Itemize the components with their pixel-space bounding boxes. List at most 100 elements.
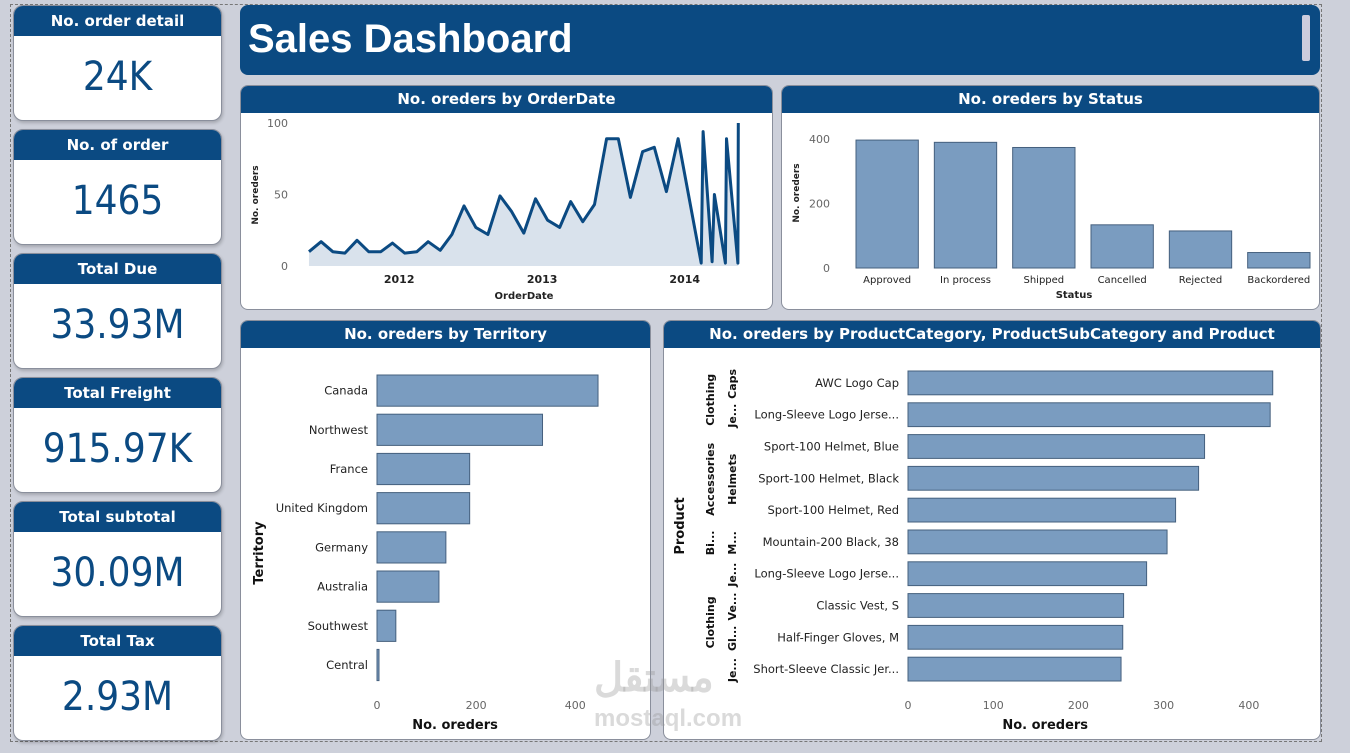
kpi-value: 2.93M (61, 674, 174, 720)
kpi-card: No. order detail 24K (13, 5, 222, 121)
y-axis-title: Product (673, 497, 688, 554)
category-label: Australia (317, 580, 368, 594)
bar (376, 531, 447, 564)
x-axis-title: No. oreders (1002, 718, 1088, 733)
orders-by-status-chart[interactable]: No. oreders by Status 0 200 400 Approved In … (781, 85, 1320, 310)
bar (907, 497, 1177, 523)
category-label: Mountain-200 Black, 38 (763, 535, 899, 549)
category-label: Short-Sleeve Classic Jer... (753, 662, 899, 676)
kpi-card: No. of order 1465 (13, 129, 222, 245)
kpi-value: 33.93M (50, 302, 185, 348)
category-label: Sport-100 Helmet, Red (768, 503, 900, 517)
chart-title: No. oreders by Status (782, 86, 1319, 113)
bar (376, 609, 397, 642)
category-label: United Kingdom (276, 501, 368, 515)
group-label: Je... (726, 658, 739, 683)
category-label: France (330, 462, 368, 476)
category-label: Long-Sleeve Logo Jerse... (754, 567, 899, 581)
kpi-value: 915.97K (42, 426, 193, 472)
kpi-label: Total Tax (14, 626, 221, 656)
kpi-card: Total Freight 915.97K (13, 377, 222, 493)
group-label: Je... (726, 404, 739, 429)
x-tick-label: Rejected (1179, 275, 1223, 286)
orders-by-date-chart[interactable]: No. oreders by OrderDate 0 50 100 2012 2013 2… (240, 85, 773, 310)
group-label: Gl... (726, 626, 739, 651)
bar (376, 492, 471, 525)
bar (907, 370, 1274, 396)
category-label: AWC Logo Cap (815, 376, 899, 390)
category-label: Germany (315, 540, 368, 554)
x-axis-title: Status (1056, 290, 1093, 301)
watermark-logo: مستقل (594, 656, 714, 700)
y-axis-title: No. oreders (251, 165, 261, 224)
group-label: Ve... (726, 593, 739, 621)
category-label: Sport-100 Helmet, Blue (764, 440, 899, 454)
bar (907, 529, 1168, 555)
kpi-value: 1465 (71, 178, 164, 224)
scrollbar[interactable] (1302, 15, 1310, 61)
bar (933, 141, 998, 269)
chart-title: No. oreders by ProductCategory, ProductS… (664, 321, 1320, 348)
category-label: Long-Sleeve Logo Jerse... (754, 408, 899, 422)
x-tick-label: Shipped (1023, 275, 1064, 286)
category-label: Canada (324, 384, 368, 398)
y-tick-label: 400 (809, 133, 830, 146)
series-line (308, 122, 740, 265)
x-tick-label: 200 (466, 699, 487, 712)
bar (907, 402, 1271, 428)
orders-by-territory-chart[interactable]: No. oreders by Territory Canada Northwest… (240, 320, 651, 740)
x-tick-label: 2012 (384, 273, 415, 286)
orders-by-product-chart[interactable]: No. oreders by ProductCategory, ProductS… (663, 320, 1321, 740)
y-tick-label: 200 (809, 198, 830, 211)
area-fill (308, 123, 739, 266)
bar (1090, 224, 1154, 269)
kpi-label: No. order detail (14, 6, 221, 36)
group-label: Je... (726, 563, 739, 588)
bar (376, 374, 599, 407)
group-label: Helmets (726, 453, 739, 505)
x-tick-label: In process (940, 275, 991, 286)
watermark-text: mostaql.com (594, 705, 743, 732)
x-tick-label: 200 (1068, 699, 1089, 712)
y-axis-title: No. oreders (792, 163, 802, 222)
x-tick-label: 300 (1153, 699, 1174, 712)
kpi-card: Total subtotal 30.09M (13, 501, 222, 617)
bar (907, 561, 1148, 587)
bar (376, 648, 380, 682)
bar (907, 465, 1200, 491)
y-tick-label: 100 (267, 117, 288, 130)
bar (376, 413, 544, 446)
category-label: Classic Vest, S (816, 599, 899, 613)
chart-title: No. oreders by Territory (241, 321, 650, 348)
group-label: Bi... (704, 531, 717, 556)
x-tick-label: 400 (565, 699, 586, 712)
x-axis-title: No. oreders (412, 718, 498, 733)
y-tick-label: 0 (823, 262, 830, 275)
kpi-card: Total Tax 2.93M (13, 625, 222, 741)
group-label: Caps (726, 368, 739, 398)
bar (376, 452, 471, 486)
kpi-value: 24K (82, 54, 153, 100)
group-label: Clothing (704, 374, 717, 426)
bar (907, 656, 1122, 682)
x-tick-label: 100 (983, 699, 1004, 712)
bar (1168, 230, 1233, 269)
bar (907, 593, 1125, 618)
x-tick-label: 2014 (669, 273, 700, 286)
x-tick-label: Approved (863, 275, 911, 286)
group-label: M... (726, 531, 739, 554)
x-tick-label: 0 (374, 699, 381, 712)
bar (1012, 146, 1076, 269)
y-tick-label: 50 (274, 189, 288, 202)
x-tick-label: 400 (1238, 699, 1259, 712)
kpi-label: Total Freight (14, 378, 221, 408)
bar (1247, 252, 1311, 269)
y-axis-title: Territory (252, 521, 267, 585)
canvas-frame (10, 4, 1322, 742)
kpi-card: Total Due 33.93M (13, 253, 222, 369)
group-label: Accessories (704, 442, 717, 515)
bar (376, 570, 440, 603)
group-label: Clothing (704, 596, 717, 648)
category-label: Southwest (308, 619, 369, 633)
kpi-value: 30.09M (50, 550, 185, 596)
